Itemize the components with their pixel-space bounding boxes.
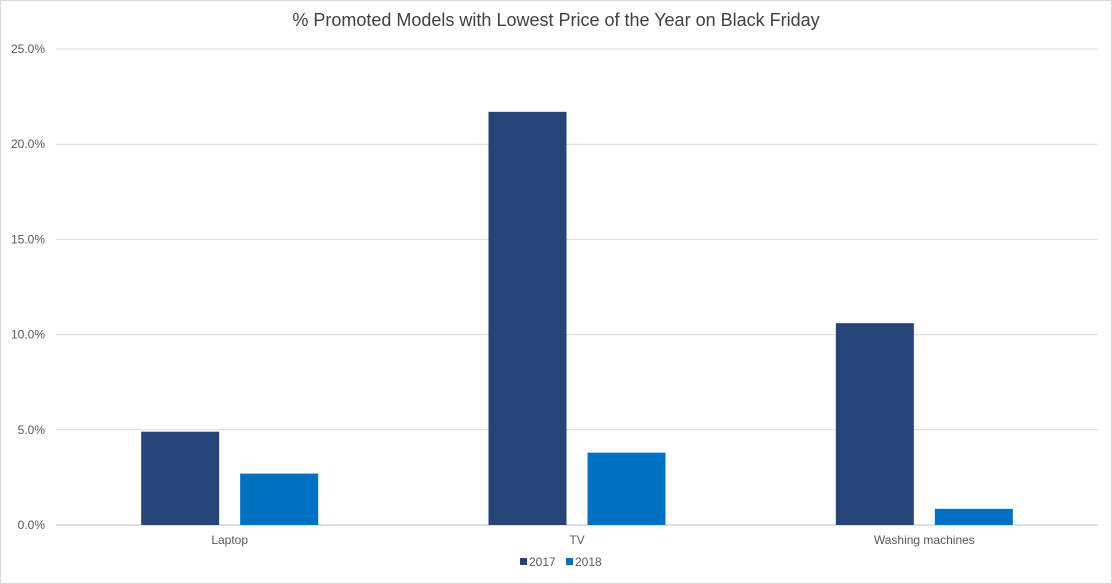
bar-2018-tv bbox=[587, 452, 666, 525]
y-tick-label: 10.0% bbox=[11, 328, 45, 342]
bar-2018-laptop bbox=[240, 473, 319, 525]
x-tick-label: TV bbox=[569, 533, 584, 547]
y-tick-label: 25.0% bbox=[11, 42, 45, 56]
y-tick-label: 5.0% bbox=[18, 423, 46, 437]
legend: 2017 2018 bbox=[520, 555, 602, 569]
x-axis: Laptop TV Washing machines bbox=[211, 533, 974, 547]
bars bbox=[141, 111, 1013, 525]
bar-2017-tv bbox=[488, 111, 567, 525]
y-tick-label: 0.0% bbox=[18, 518, 46, 532]
x-tick-label: Laptop bbox=[211, 533, 248, 547]
y-tick-label: 20.0% bbox=[11, 137, 45, 151]
bar-2017-laptop bbox=[141, 431, 220, 525]
legend-swatch-2018 bbox=[566, 558, 573, 565]
legend-swatch-2017 bbox=[520, 558, 527, 565]
y-tick-label: 15.0% bbox=[11, 232, 45, 246]
bar-2017-washing-machines bbox=[835, 323, 914, 525]
y-axis: 0.0% 5.0% 10.0% 15.0% 20.0% 25.0% bbox=[11, 42, 45, 532]
legend-label-2018: 2018 bbox=[575, 555, 602, 569]
gridlines bbox=[56, 48, 1098, 526]
legend-label-2017: 2017 bbox=[529, 555, 556, 569]
bar-2018-washing-machines bbox=[934, 508, 1013, 525]
x-tick-label: Washing machines bbox=[874, 533, 975, 547]
chart-title: % Promoted Models with Lowest Price of t… bbox=[292, 10, 820, 30]
